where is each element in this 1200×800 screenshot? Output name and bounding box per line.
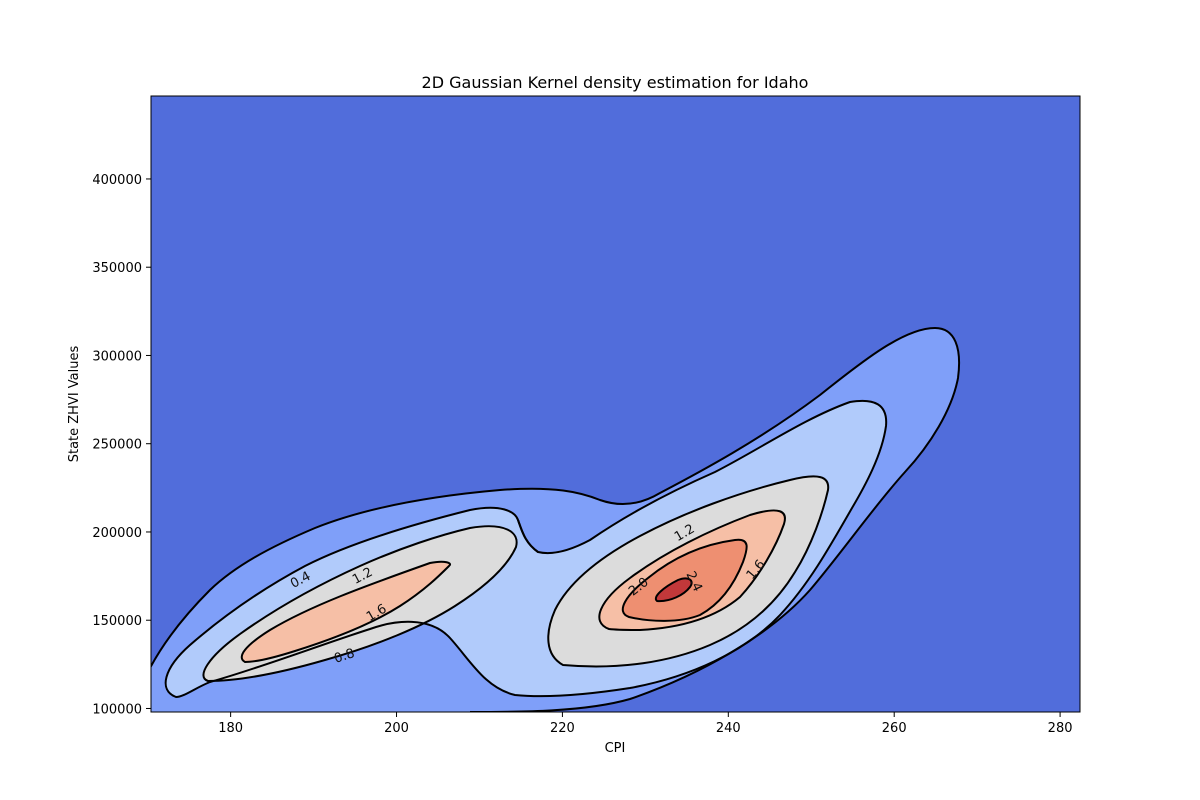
contour-label-0-8: 0.8 (332, 646, 356, 667)
y-tick-label-4: 300000 (92, 349, 142, 364)
chart-title: 2D Gaussian Kernel density estimation fo… (422, 73, 809, 92)
x-tick-label-4: 260 (882, 721, 907, 736)
y-tick-label-5: 350000 (92, 261, 142, 276)
contour-line-0-4-outer (151, 327, 961, 712)
y-tick-label-3: 250000 (92, 438, 142, 453)
y-tick-label-2: 200000 (92, 526, 142, 541)
contour-lines (151, 327, 961, 712)
y-tick-label-0: 100000 (92, 702, 142, 717)
contour-line-1-2-right (547, 475, 830, 668)
density-region-1-6 (241, 510, 785, 662)
density-region-1-2 (203, 476, 829, 681)
y-axis: 100000 150000 200000 250000 300000 350000 4000… (67, 173, 151, 717)
x-axis-label: CPI (605, 741, 626, 756)
y-tick-label-6: 400000 (92, 173, 142, 188)
contour-line-2-4 (654, 577, 693, 603)
contour-line-1-2-left (202, 525, 518, 682)
x-tick-label-0: 180 (218, 721, 243, 736)
x-ticks: 180 200 220 240 260 280 (218, 712, 1073, 736)
x-tick-label-3: 240 (716, 721, 741, 736)
contour-line-2-0 (621, 538, 748, 622)
y-axis-label: State ZHVI Values (67, 345, 82, 462)
x-axis: 180 200 220 240 260 280 CPI (218, 712, 1073, 756)
contour-line-1-6-right (598, 509, 786, 631)
x-tick-label-2: 220 (550, 721, 575, 736)
x-tick-label-5: 280 (1048, 721, 1073, 736)
contour-line-1-6-left (240, 560, 451, 663)
density-region-2-4 (655, 578, 692, 602)
plot-area: 0.4 1.2 1.6 0.8 1.2 2.0 2.4 1.6 (151, 96, 1080, 712)
y-ticks: 100000 150000 200000 250000 300000 350000 4000… (92, 173, 151, 717)
plot-frame (150, 95, 1081, 713)
contour-line-0-4-inner (517, 519, 539, 553)
contour-line-0-8 (164, 399, 888, 698)
y-tick-label-1: 150000 (92, 614, 142, 629)
x-tick-label-1: 200 (384, 721, 409, 736)
